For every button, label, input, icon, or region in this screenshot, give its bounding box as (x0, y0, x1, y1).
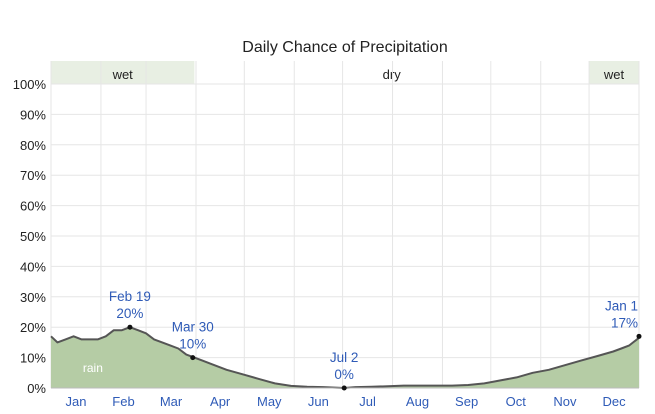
annotation-date-0: Feb 19 (109, 289, 151, 304)
ytick-label-8: 80% (20, 138, 46, 153)
month-label-nov: Nov (553, 394, 577, 409)
season-label-1: dry (383, 67, 402, 82)
y-axis: 0% 10% 20% 30% 40% 50% 60% 70% 80% 90% 100% (13, 77, 47, 396)
month-label-oct: Oct (506, 394, 527, 409)
season-label-0: wet (112, 67, 134, 82)
season-band-2 (589, 61, 639, 84)
ytick-label-10: 100% (13, 77, 47, 92)
season-bands: wet dry wet (51, 61, 639, 84)
ytick-label-7: 70% (20, 168, 46, 183)
ytick-label-3: 30% (20, 290, 46, 305)
annotation-date-3: Jan 1 (605, 298, 638, 313)
ytick-label-2: 20% (20, 320, 46, 335)
annotation-dot-0 (127, 324, 133, 330)
annotations: Feb 19 20% Mar 30 10% Jul 2 0% Jan 1 17% (109, 289, 642, 391)
ytick-label-0: 0% (27, 381, 46, 396)
month-label-jun: Jun (308, 394, 329, 409)
month-label-aug: Aug (406, 394, 429, 409)
series-line-rain (50, 326, 640, 389)
grid-lines (50, 61, 640, 389)
month-label-jan: Jan (65, 394, 86, 409)
ytick-label-1: 10% (20, 351, 46, 366)
annotation-date-1: Mar 30 (172, 320, 214, 335)
month-label-mar: Mar (160, 394, 183, 409)
annotation-value-2: 0% (334, 367, 354, 382)
annotation-dot-2 (341, 385, 347, 391)
series-label-rain: rain (83, 361, 103, 375)
month-label-may: May (257, 394, 282, 409)
month-label-feb: Feb (112, 394, 134, 409)
ytick-label-6: 60% (20, 199, 46, 214)
month-label-jul: Jul (359, 394, 376, 409)
ytick-label-5: 50% (20, 229, 46, 244)
season-band-0 (51, 61, 195, 84)
annotation-date-2: Jul 2 (330, 350, 359, 365)
chart-title: Daily Chance of Precipitation (242, 39, 447, 56)
annotation-value-3: 17% (611, 315, 638, 330)
annotation-dot-3 (636, 333, 642, 339)
series-area-rain (51, 327, 639, 388)
x-axis: Jan Feb Mar Apr May Jun Jul Aug Sep Oct Nov Dec (65, 394, 626, 409)
ytick-label-9: 90% (20, 107, 46, 122)
season-label-2: wet (603, 67, 625, 82)
month-label-sep: Sep (455, 394, 478, 409)
month-label-apr: Apr (210, 394, 231, 409)
month-label-dec: Dec (602, 394, 626, 409)
ytick-label-4: 40% (20, 259, 46, 274)
annotation-value-0: 20% (116, 306, 143, 321)
annotation-value-1: 10% (179, 337, 206, 352)
annotation-dot-1 (190, 355, 196, 361)
